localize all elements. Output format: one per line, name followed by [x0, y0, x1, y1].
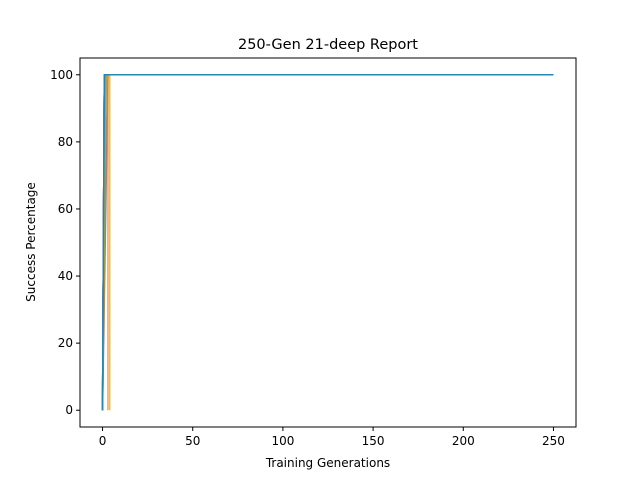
series-line-8	[101, 74, 554, 411]
x-axis: 0 50 100 150 200 250	[99, 427, 565, 448]
chart-title: 250-Gen 21-deep Report	[238, 37, 418, 53]
y-tick-label: 20	[58, 336, 73, 350]
x-tick-label: 0	[99, 434, 107, 448]
series-line-15	[101, 74, 554, 411]
series-line-20	[101, 74, 554, 411]
series-line-19	[101, 74, 554, 411]
x-tick-label: 150	[362, 434, 385, 448]
series-line-17	[101, 74, 554, 411]
series-line-21	[101, 74, 554, 411]
series-line-7	[101, 74, 554, 411]
y-tick-label: 80	[58, 135, 73, 149]
x-tick-label: 200	[452, 434, 475, 448]
series-line-1	[101, 74, 554, 411]
y-tick-label: 0	[65, 403, 73, 417]
y-axis-label: Success Percentage	[24, 182, 38, 302]
series-line-9	[109, 74, 554, 411]
y-tick-label: 100	[50, 68, 73, 82]
series-line-18	[101, 74, 554, 411]
y-tick-label: 60	[58, 202, 73, 216]
series-layer	[101, 74, 554, 411]
x-tick-label: 250	[542, 434, 565, 448]
series-line-4	[101, 74, 554, 411]
x-axis-label: Training Generations	[265, 456, 390, 470]
series-line-13	[101, 74, 554, 411]
series-line-16	[101, 74, 554, 411]
series-line-12	[107, 74, 554, 411]
plot-frame	[79, 57, 577, 428]
series-line-2	[101, 74, 554, 411]
x-tick-label: 50	[185, 434, 200, 448]
series-line-11	[101, 74, 554, 411]
x-tick-label: 100	[271, 434, 294, 448]
y-tick-label: 40	[58, 269, 73, 283]
series-line-6	[101, 74, 554, 411]
series-line-3	[101, 74, 554, 411]
series-line-5	[101, 74, 554, 411]
y-axis: 0 20 40 60 80 100	[50, 68, 80, 417]
series-line-10	[101, 74, 554, 411]
series-line-14	[101, 74, 554, 411]
